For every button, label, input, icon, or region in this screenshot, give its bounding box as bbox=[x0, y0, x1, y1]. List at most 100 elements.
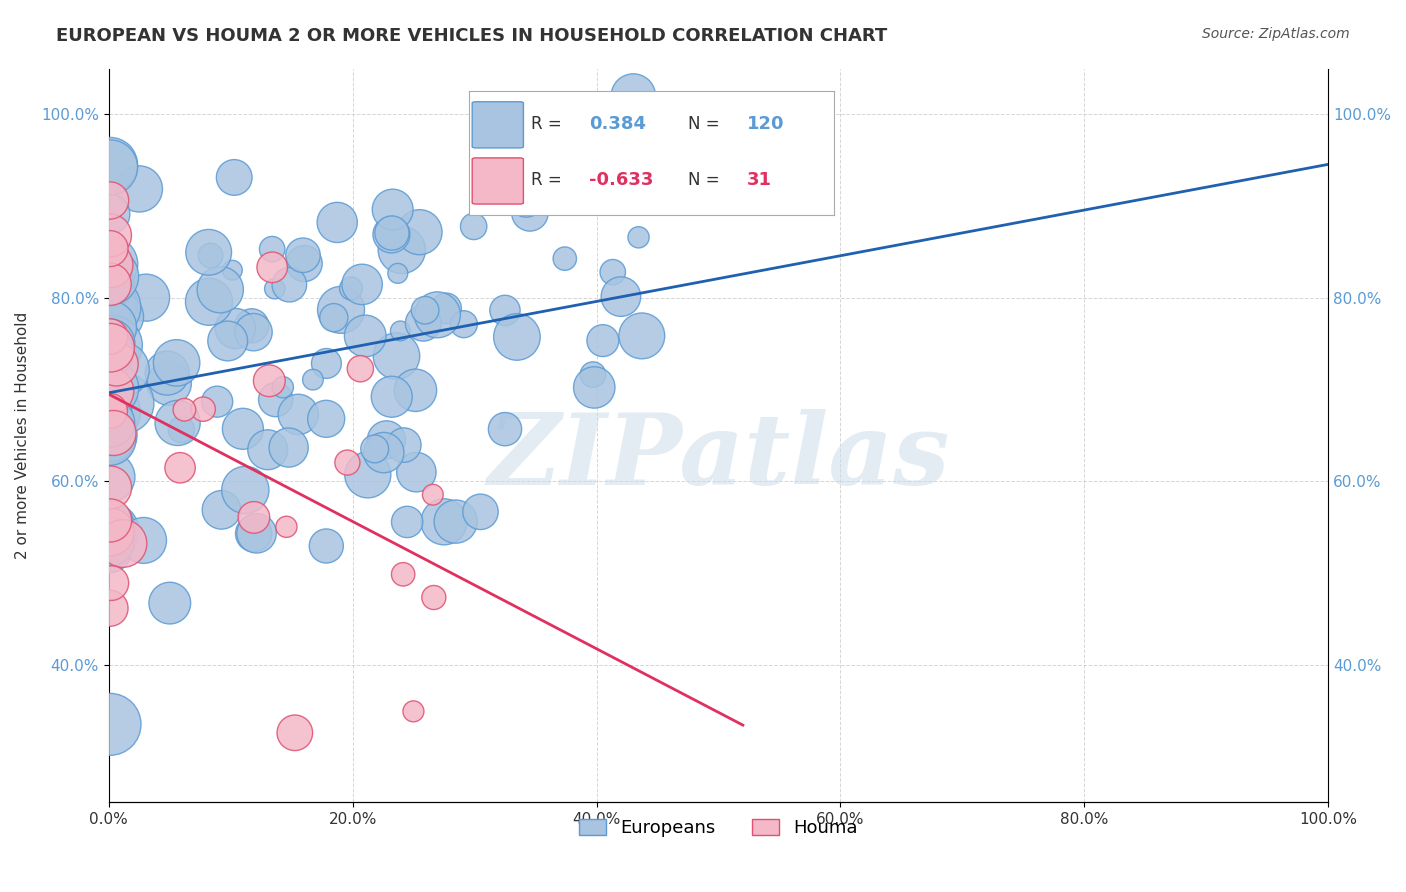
Point bbox=[363, 442, 385, 456]
Point bbox=[494, 303, 516, 318]
Point bbox=[242, 325, 264, 339]
Point bbox=[405, 465, 427, 479]
Point bbox=[433, 515, 456, 529]
Point bbox=[232, 422, 254, 436]
Point bbox=[98, 300, 121, 314]
Point bbox=[284, 726, 307, 740]
Point bbox=[389, 324, 412, 338]
Point bbox=[98, 405, 121, 419]
Point bbox=[315, 539, 337, 553]
Point bbox=[98, 426, 121, 441]
Point bbox=[166, 416, 188, 430]
Point bbox=[221, 263, 243, 277]
Point bbox=[357, 467, 380, 482]
Point bbox=[159, 596, 181, 610]
Point bbox=[380, 227, 402, 242]
Point bbox=[262, 260, 284, 275]
Point bbox=[224, 321, 246, 335]
Point bbox=[315, 356, 337, 370]
Point bbox=[375, 433, 398, 447]
Point bbox=[422, 488, 444, 502]
Point bbox=[240, 318, 263, 333]
Point bbox=[264, 392, 287, 407]
Point bbox=[98, 277, 121, 292]
Point bbox=[373, 445, 395, 459]
Point bbox=[108, 310, 131, 324]
Point bbox=[103, 425, 125, 440]
Point bbox=[101, 338, 124, 352]
Point bbox=[217, 334, 239, 348]
Point bbox=[98, 524, 121, 539]
Point bbox=[98, 298, 121, 312]
Point bbox=[392, 438, 415, 452]
Point bbox=[582, 368, 605, 382]
Point bbox=[209, 283, 232, 297]
Point bbox=[98, 345, 121, 359]
Point bbox=[98, 470, 121, 484]
Text: ZIPatlas: ZIPatlas bbox=[488, 409, 949, 506]
Point bbox=[198, 294, 221, 309]
Point bbox=[135, 291, 157, 305]
Point bbox=[156, 366, 179, 380]
Point bbox=[98, 540, 121, 554]
Point bbox=[408, 225, 430, 239]
Point bbox=[98, 384, 121, 398]
Point bbox=[391, 243, 413, 257]
Point bbox=[349, 361, 371, 376]
Point bbox=[166, 356, 188, 370]
Point bbox=[256, 442, 278, 457]
Point bbox=[200, 248, 222, 262]
Point bbox=[381, 226, 404, 240]
Point bbox=[426, 308, 449, 322]
Point bbox=[385, 349, 408, 363]
Point bbox=[157, 376, 180, 391]
Point bbox=[193, 402, 215, 417]
Point bbox=[98, 404, 121, 418]
Point bbox=[592, 334, 614, 348]
Point bbox=[276, 520, 298, 534]
Point bbox=[98, 535, 121, 549]
Point bbox=[591, 151, 613, 165]
Point bbox=[291, 248, 314, 262]
Point bbox=[98, 601, 121, 615]
Point bbox=[98, 161, 121, 175]
Point bbox=[205, 394, 228, 409]
Point bbox=[381, 390, 404, 404]
Point bbox=[598, 176, 620, 190]
Text: Source: ZipAtlas.com: Source: ZipAtlas.com bbox=[1202, 27, 1350, 41]
Point bbox=[98, 194, 121, 208]
Point bbox=[315, 412, 337, 426]
Point bbox=[112, 396, 135, 410]
Point bbox=[110, 362, 132, 376]
Point bbox=[100, 576, 122, 591]
Point bbox=[340, 281, 363, 295]
Point bbox=[211, 503, 233, 517]
Point bbox=[292, 256, 315, 270]
Point bbox=[506, 330, 529, 344]
Point bbox=[463, 219, 485, 234]
Point bbox=[98, 433, 121, 447]
Point bbox=[404, 384, 426, 398]
Point bbox=[173, 402, 195, 417]
Point bbox=[396, 515, 419, 529]
Point bbox=[277, 441, 299, 455]
Point bbox=[98, 524, 121, 539]
Point bbox=[98, 427, 121, 442]
Point bbox=[453, 317, 475, 331]
Point bbox=[98, 333, 121, 347]
Point bbox=[387, 266, 409, 280]
Point bbox=[224, 170, 246, 185]
Point bbox=[392, 567, 415, 582]
Point bbox=[326, 215, 349, 229]
Point bbox=[170, 423, 193, 437]
Point bbox=[336, 456, 359, 470]
Point bbox=[98, 320, 121, 334]
Point bbox=[243, 510, 266, 524]
Point bbox=[621, 89, 644, 103]
Point bbox=[98, 329, 121, 343]
Point bbox=[98, 513, 121, 527]
Point bbox=[98, 401, 121, 416]
Point bbox=[271, 380, 294, 394]
Point bbox=[98, 481, 121, 495]
Legend: Europeans, Houma: Europeans, Houma bbox=[572, 812, 865, 845]
